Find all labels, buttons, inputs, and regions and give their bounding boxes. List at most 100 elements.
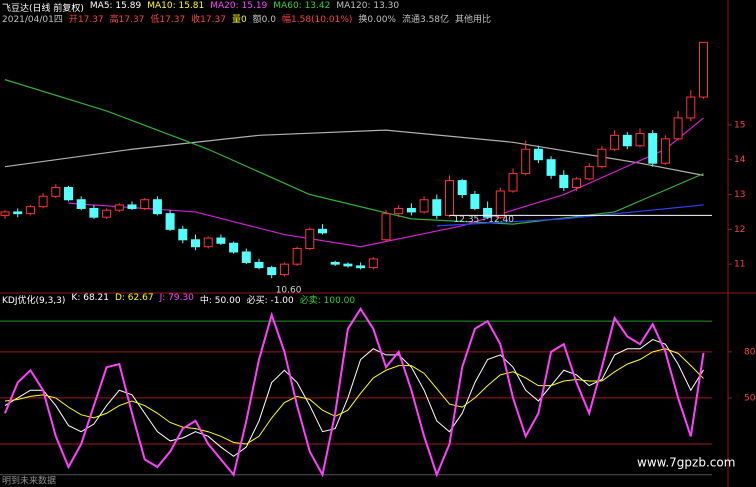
- y-tick-label: 80: [744, 347, 756, 357]
- header-item: MA10: 15.81: [147, 1, 205, 11]
- kdj-line: [4, 306, 705, 478]
- candle-body: [406, 207, 416, 213]
- header-item: 换0.00%: [358, 15, 396, 25]
- candle-body: [483, 207, 493, 218]
- header-item: J: 79.30: [159, 293, 194, 303]
- header-item: 必卖: 100.00: [299, 296, 356, 306]
- candle-body: [368, 258, 378, 269]
- header-item: K: 68.21: [71, 293, 109, 303]
- header-item: MA5: 15.89: [89, 1, 142, 11]
- candle-body: [292, 247, 302, 265]
- candle-body: [673, 117, 683, 140]
- header-item: 中: 50.00: [199, 296, 241, 306]
- candle-body: [660, 138, 670, 164]
- candle-body: [356, 265, 366, 269]
- header-item: MA120: 13.30: [336, 1, 400, 11]
- candle-body: [622, 134, 632, 147]
- candle-body: [419, 199, 429, 213]
- candle-body: [267, 267, 277, 276]
- candle-body: [38, 195, 48, 208]
- candle-body: [648, 133, 658, 164]
- candle-body: [203, 237, 213, 248]
- header-item: MA60: 13.42: [273, 1, 331, 11]
- y-tick-label: 12: [734, 225, 745, 235]
- candle-body: [165, 213, 175, 230]
- header-item: 幅1.58(10.01%): [282, 15, 353, 25]
- candle-body: [13, 211, 23, 215]
- candle-body: [152, 199, 162, 215]
- candle-body: [318, 228, 327, 234]
- annotation: 12.35 - 12.40: [454, 215, 515, 225]
- candle-body: [699, 41, 708, 98]
- header-item: 开17.37: [68, 15, 104, 25]
- ma-line: [436, 204, 704, 227]
- candle-body: [64, 187, 73, 201]
- footer-text: 明到未来数据: [2, 475, 56, 487]
- candle-body: [305, 228, 315, 249]
- candle-body: [381, 213, 391, 241]
- candle-body: [597, 148, 607, 168]
- watermark: www.7gpzb.com: [637, 456, 735, 470]
- candle-body: [584, 166, 594, 180]
- candle-body: [521, 148, 531, 175]
- header-item: MA20: 15.19: [210, 1, 268, 11]
- candle-body: [241, 251, 251, 263]
- ma-line: [4, 129, 704, 176]
- header-item: 量0: [231, 15, 247, 25]
- candle-body: [508, 173, 518, 192]
- candle-body: [254, 261, 264, 269]
- candle-body: [216, 237, 226, 244]
- candle-body: [343, 263, 353, 267]
- candle-body: [445, 180, 454, 216]
- candle-body: [140, 199, 150, 209]
- candle-body: [178, 228, 188, 241]
- annotation: 10.60: [276, 286, 302, 296]
- header-item: 必买: -1.00: [246, 296, 294, 306]
- header-item: 流通3.58亿: [401, 15, 450, 25]
- kdj-line: [4, 338, 704, 457]
- ma-line: [4, 79, 704, 225]
- y-tick-label: 14: [734, 155, 746, 165]
- candle-body: [191, 239, 200, 248]
- candle-body: [114, 204, 124, 211]
- candle-body: [127, 204, 137, 209]
- kdj-header-row: KDJ优化(9,3,3) K: 68.21 D: 62.67 J: 79.30 中: 5…: [2, 293, 355, 306]
- candle-body: [330, 261, 340, 265]
- y-tick-label: 13: [734, 190, 745, 200]
- header-item: 其他用比: [455, 15, 492, 25]
- candle-body: [51, 187, 61, 197]
- candle-body: [572, 178, 581, 189]
- candle-body: [0, 211, 10, 216]
- header-item: 额0.0: [252, 15, 276, 25]
- quote-row: 2021/04/01四 开17.37 高17.37 低17.37 收17.37 量0 额0.…: [2, 12, 491, 25]
- candle-body: [102, 209, 112, 218]
- candle-body: [559, 174, 569, 189]
- candle-body: [533, 148, 543, 161]
- header-row: 飞豆达(日线 前复权) MA5: 15.89 MA10: 15.81 MA20: 15…: [2, 1, 399, 14]
- candle-body: [229, 242, 239, 253]
- candle-body: [686, 96, 696, 119]
- kdj-line: [4, 348, 704, 445]
- candle-body: [394, 207, 404, 215]
- header-item: 高17.37: [109, 15, 145, 25]
- y-tick-label: 50: [744, 393, 756, 403]
- candle-body: [495, 190, 505, 218]
- y-tick-label: 11: [734, 260, 745, 270]
- candle-body: [610, 134, 620, 150]
- header-item: KDJ优化(9,3,3): [2, 296, 66, 306]
- header-item: 飞豆达(日线 前复权): [2, 4, 84, 14]
- candle-body: [76, 199, 86, 209]
- candle-body: [470, 194, 480, 209]
- candle-body: [25, 206, 35, 215]
- header-item: 低17.37: [150, 15, 186, 25]
- y-tick-label: 15: [734, 120, 745, 130]
- candle-body: [635, 133, 645, 147]
- candle-body: [457, 180, 467, 196]
- header-item: D: 62.67: [114, 293, 154, 303]
- header-item: 2021/04/01四: [2, 15, 63, 25]
- header-item: 收17.37: [191, 15, 226, 25]
- candle-body: [546, 159, 556, 176]
- candle-body: [89, 207, 99, 218]
